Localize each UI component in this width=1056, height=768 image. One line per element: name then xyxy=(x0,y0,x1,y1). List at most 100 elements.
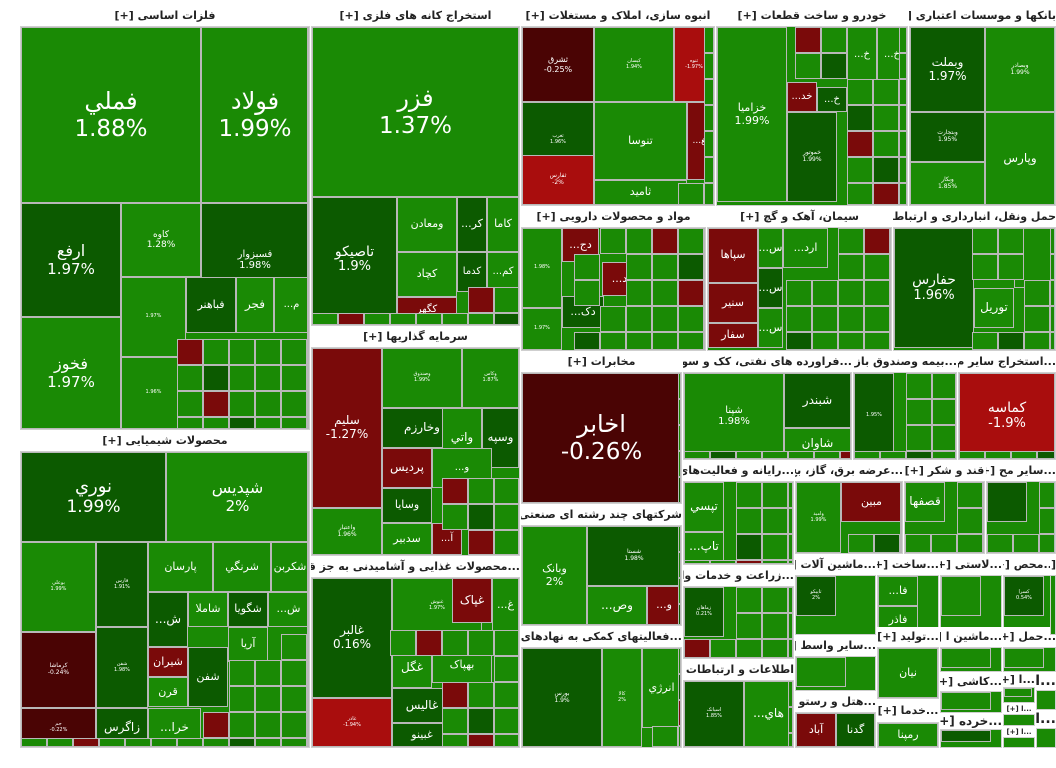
sector-title[interactable]: ...خدما [+] xyxy=(877,700,939,722)
sector-title[interactable]: انبوه سازی، املاک و مستغلات [+] xyxy=(521,6,715,26)
stock-tile-small[interactable] xyxy=(1013,534,1039,553)
stock-tile[interactable]: ...هاي xyxy=(744,681,793,747)
stock-tile-small[interactable] xyxy=(840,451,851,459)
stock-tile-small[interactable] xyxy=(307,504,309,530)
stock-tile-small[interactable] xyxy=(468,734,494,747)
stock-tile-small[interactable] xyxy=(788,508,793,534)
stock-tile-small[interactable] xyxy=(678,552,681,578)
stock-tile[interactable]: غپاک xyxy=(452,578,492,623)
stock-tile-small[interactable] xyxy=(1050,332,1055,350)
stock-tile-small[interactable] xyxy=(788,681,793,707)
stock-tile-small[interactable] xyxy=(678,254,704,280)
stock-tile-small[interactable] xyxy=(762,560,788,564)
stock-tile[interactable]: ومعادن xyxy=(397,197,457,252)
stock-tile-small[interactable] xyxy=(1039,482,1055,508)
stock-tile[interactable]: انرژي xyxy=(642,648,681,728)
stock-tile-small[interactable] xyxy=(307,27,309,53)
stock-tile-small[interactable] xyxy=(899,53,907,79)
stock-tile-small[interactable] xyxy=(652,228,678,254)
stock-tile-small[interactable] xyxy=(468,504,494,530)
stock-tile[interactable]: قرن xyxy=(148,677,188,707)
stock-tile[interactable]: مبین xyxy=(841,482,902,522)
stock-tile-small[interactable] xyxy=(736,508,762,534)
sector-title[interactable]: ...کاشی [+] xyxy=(940,673,1002,691)
stock-tile[interactable]: کدما xyxy=(457,252,487,292)
stock-tile[interactable]: غالبر 0.16% xyxy=(312,578,392,698)
sector-title[interactable]: ...زراعت و خدمات وا [+] xyxy=(683,566,794,586)
stock-tile[interactable]: شپنا 1.98% xyxy=(684,373,784,459)
stock-tile-small[interactable] xyxy=(281,738,307,747)
stock-tile-small[interactable] xyxy=(494,504,519,530)
stock-tile-small[interactable] xyxy=(626,280,652,306)
stock-tile[interactable]: واعتبار 1.96% xyxy=(312,508,382,555)
stock-tile[interactable]: وکاس 1.87% xyxy=(462,348,519,408)
stock-tile[interactable]: ...م xyxy=(274,277,309,333)
stock-tile[interactable]: ...تاپ xyxy=(684,532,724,562)
stock-tile[interactable]: فملي 1.88% xyxy=(21,27,201,203)
stock-tile[interactable]: وبکار 1.85% xyxy=(910,162,985,205)
stock-tile-small[interactable] xyxy=(998,254,1024,280)
sector-title[interactable]: ...سایر واسط [+] xyxy=(795,636,876,656)
sector-title[interactable]: قند و شکر [+] xyxy=(904,461,985,481)
stock-tile[interactable] xyxy=(796,657,846,687)
stock-tile[interactable]: ارفع 1.97% xyxy=(21,203,121,317)
sector-title[interactable]: ...ا [+] xyxy=(1036,673,1056,690)
stock-tile-small[interactable] xyxy=(307,530,309,556)
stock-tile-small[interactable] xyxy=(468,478,494,504)
stock-tile-small[interactable] xyxy=(998,228,1024,254)
stock-tile-small[interactable] xyxy=(873,183,899,205)
stock-tile-small[interactable] xyxy=(468,630,494,656)
stock-tile-small[interactable] xyxy=(786,332,812,350)
stock-tile-small[interactable] xyxy=(203,339,229,365)
stock-tile[interactable]: وصندوق 1.99% xyxy=(382,348,462,408)
stock-tile-small[interactable] xyxy=(442,630,468,656)
stock-tile-small[interactable] xyxy=(788,613,793,639)
stock-tile-small[interactable] xyxy=(307,634,309,660)
stock-tile-small[interactable] xyxy=(838,280,864,306)
stock-tile[interactable]: ...کر xyxy=(457,197,487,252)
stock-tile[interactable]: ...فا xyxy=(878,576,918,606)
stock-tile-small[interactable] xyxy=(704,228,705,254)
sector-title[interactable]: ...هتل و رستو [+] xyxy=(795,692,876,712)
stock-tile[interactable] xyxy=(941,730,991,742)
stock-tile-small[interactable] xyxy=(652,332,678,350)
stock-tile-small[interactable] xyxy=(281,686,307,712)
stock-tile-small[interactable] xyxy=(704,157,714,183)
stock-tile-small[interactable] xyxy=(864,280,890,306)
stock-tile[interactable]: 1.97% xyxy=(121,277,186,357)
stock-tile-small[interactable] xyxy=(906,451,932,459)
stock-tile[interactable]: کماسه -1.9% xyxy=(959,373,1055,459)
stock-tile-small[interactable] xyxy=(574,254,600,280)
stock-tile-small[interactable] xyxy=(281,391,307,417)
stock-tile[interactable]: ثامید xyxy=(594,180,687,205)
stock-tile-small[interactable] xyxy=(307,53,309,79)
stock-tile-small[interactable] xyxy=(307,686,309,712)
stock-tile[interactable]: شستا 1.98% xyxy=(587,526,681,586)
stock-tile-small[interactable] xyxy=(574,332,600,350)
stock-tile-small[interactable] xyxy=(678,578,681,604)
stock-tile[interactable]: نیان xyxy=(878,648,938,698)
stock-tile-small[interactable] xyxy=(847,183,873,205)
stock-tile-small[interactable] xyxy=(864,332,890,350)
stock-tile-small[interactable] xyxy=(494,630,519,656)
stock-tile-small[interactable] xyxy=(932,451,956,459)
stock-tile[interactable]: شیران xyxy=(148,647,188,677)
stock-tile-small[interactable] xyxy=(229,712,255,738)
stock-tile-small[interactable] xyxy=(788,482,793,508)
stock-tile[interactable]: فولاد 1.99% xyxy=(201,27,309,203)
stock-tile-small[interactable] xyxy=(795,53,821,79)
sector-title[interactable]: ...لاستی [+] xyxy=(940,555,1002,575)
stock-tile[interactable]: ...س xyxy=(758,268,783,308)
stock-tile-small[interactable] xyxy=(494,682,519,708)
stock-tile-small[interactable] xyxy=(442,504,468,530)
stock-tile-small[interactable] xyxy=(494,478,519,504)
stock-tile-small[interactable] xyxy=(255,686,281,712)
stock-tile-small[interactable] xyxy=(678,604,681,625)
stock-tile-small[interactable] xyxy=(704,131,714,157)
stock-tile-small[interactable] xyxy=(814,451,840,459)
stock-tile[interactable]: زماهان 0.21% xyxy=(684,587,724,637)
stock-tile-small[interactable] xyxy=(177,391,203,417)
stock-tile-small[interactable] xyxy=(972,332,998,350)
stock-tile-small[interactable] xyxy=(854,451,880,459)
stock-tile-small[interactable] xyxy=(151,738,177,747)
